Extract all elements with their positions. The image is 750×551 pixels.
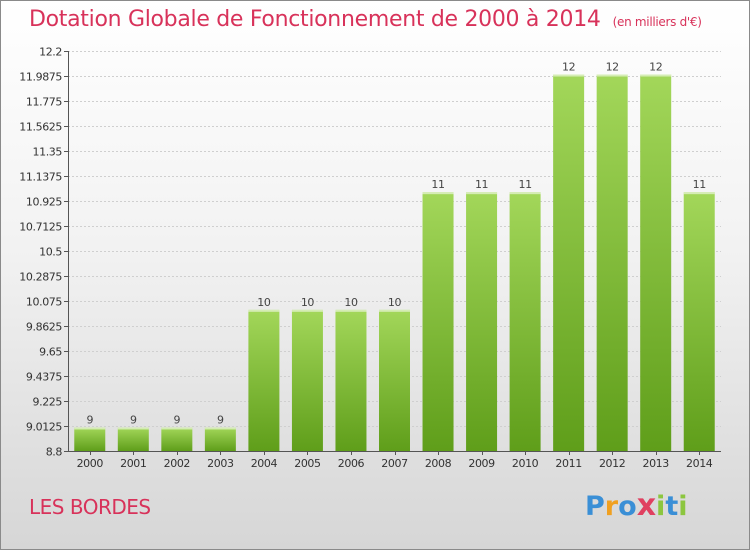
bar-2007 bbox=[379, 309, 410, 451]
y-tick-label: 10.7125 bbox=[19, 221, 62, 234]
bar-2008 bbox=[422, 192, 454, 452]
bar-value-label: 9 bbox=[86, 413, 93, 426]
x-tick-label: 2013 bbox=[642, 457, 669, 470]
bar-highlight bbox=[509, 192, 541, 195]
bar-value-label: 9 bbox=[174, 413, 181, 426]
bar-highlight bbox=[640, 74, 672, 77]
bar-2002 bbox=[161, 427, 193, 451]
x-tick-label: 2005 bbox=[294, 457, 321, 470]
x-tick-label: 2003 bbox=[207, 457, 234, 470]
bar-value-label: 10 bbox=[257, 296, 271, 309]
bar-highlight bbox=[291, 309, 323, 312]
location-label: LES BORDES bbox=[29, 495, 151, 519]
logo-letter: r bbox=[604, 491, 619, 522]
chart-subtitle: (en milliers d'€) bbox=[612, 15, 702, 29]
y-tick-label: 10.075 bbox=[26, 296, 62, 309]
bar-value-label: 12 bbox=[562, 61, 575, 74]
y-tick-label: 9.225 bbox=[33, 396, 63, 409]
bar-2010 bbox=[509, 192, 541, 452]
logo-letter: i bbox=[656, 491, 666, 522]
logo-letter: o bbox=[618, 491, 637, 522]
bar-2012 bbox=[596, 74, 628, 451]
y-tick-label: 8.8 bbox=[46, 446, 63, 459]
x-tick-label: 2001 bbox=[120, 457, 146, 470]
bar-2004 bbox=[248, 309, 280, 451]
bar-2009 bbox=[466, 192, 498, 452]
bar-value-label: 11 bbox=[475, 178, 488, 191]
y-tick-label: 11.9875 bbox=[19, 71, 62, 84]
bar-highlight bbox=[117, 427, 149, 430]
bar-highlight bbox=[596, 74, 628, 77]
bar-highlight bbox=[248, 309, 280, 312]
chart-title: Dotation Globale de Fonctionnement de 20… bbox=[29, 7, 702, 32]
bar-value-label: 10 bbox=[344, 296, 358, 309]
bar-value-label: 12 bbox=[649, 61, 662, 74]
bars: 9 9 9 9 10 10 10 10 11 11 11 12 12 12 11 bbox=[74, 61, 715, 452]
bar-2005 bbox=[291, 309, 323, 451]
bar-value-label: 9 bbox=[217, 413, 224, 426]
x-tick-label: 2000 bbox=[77, 457, 104, 470]
bar-value-label: 9 bbox=[130, 413, 137, 426]
y-tick-label: 12.2 bbox=[39, 46, 62, 59]
x-tick-label: 2006 bbox=[338, 457, 365, 470]
bar-value-label: 10 bbox=[388, 296, 402, 309]
bar-highlight bbox=[553, 74, 585, 77]
y-tick-label: 9.65 bbox=[39, 346, 62, 359]
y-tick-label: 10.5 bbox=[39, 246, 62, 259]
y-tick-label: 11.5625 bbox=[19, 121, 62, 134]
y-tick-label: 11.775 bbox=[26, 96, 62, 109]
bar-value-label: 11 bbox=[693, 178, 706, 191]
x-tick-label: 2014 bbox=[686, 457, 713, 470]
bar-highlight bbox=[379, 309, 410, 312]
axes: 8.8 9.0125 9.225 9.4375 9.65 9.8625 10.075 10.2… bbox=[19, 46, 721, 470]
x-tick-label: 2009 bbox=[468, 457, 495, 470]
bar-2003 bbox=[204, 427, 236, 451]
logo-letter: P bbox=[585, 491, 605, 522]
x-tick-label: 2012 bbox=[599, 457, 625, 470]
x-tick-label: 2011 bbox=[555, 457, 581, 470]
bar-highlight bbox=[683, 192, 715, 195]
bar-2014 bbox=[683, 192, 715, 452]
y-tick-label: 11.35 bbox=[33, 146, 63, 159]
y-tick-label: 11.1375 bbox=[19, 171, 62, 184]
y-tick-label: 9.8625 bbox=[26, 321, 62, 334]
bar-highlight bbox=[204, 427, 236, 430]
bar-highlight bbox=[466, 192, 498, 195]
x-tick-label: 2008 bbox=[425, 457, 452, 470]
bar-2000 bbox=[74, 427, 106, 451]
bar-highlight bbox=[161, 427, 193, 430]
y-tick-label: 10.2875 bbox=[19, 271, 62, 284]
y-tick-label: 9.4375 bbox=[26, 371, 62, 384]
bar-2011 bbox=[553, 74, 585, 451]
bar-2006 bbox=[335, 309, 367, 451]
bar-highlight bbox=[422, 192, 454, 195]
bar-2013 bbox=[640, 74, 672, 451]
bar-highlight bbox=[335, 309, 367, 312]
logo-letter: i bbox=[678, 491, 688, 522]
bar-value-label: 12 bbox=[606, 61, 619, 74]
x-tick-label: 2010 bbox=[512, 457, 539, 470]
proxiti-logo: Proxiti bbox=[585, 488, 688, 523]
bar-2001 bbox=[117, 427, 149, 451]
bar-highlight bbox=[74, 427, 106, 430]
x-tick-label: 2002 bbox=[164, 457, 190, 470]
bar-value-label: 10 bbox=[301, 296, 315, 309]
x-tick-label: 2004 bbox=[251, 457, 278, 470]
bar-value-label: 11 bbox=[518, 178, 531, 191]
y-tick-label: 9.0125 bbox=[26, 421, 62, 434]
logo-letter: t bbox=[665, 491, 679, 522]
y-tick-label: 10.925 bbox=[26, 196, 62, 209]
bar-value-label: 11 bbox=[431, 178, 444, 191]
x-tick-label: 2007 bbox=[381, 457, 408, 470]
logo-letter: x bbox=[636, 488, 657, 523]
